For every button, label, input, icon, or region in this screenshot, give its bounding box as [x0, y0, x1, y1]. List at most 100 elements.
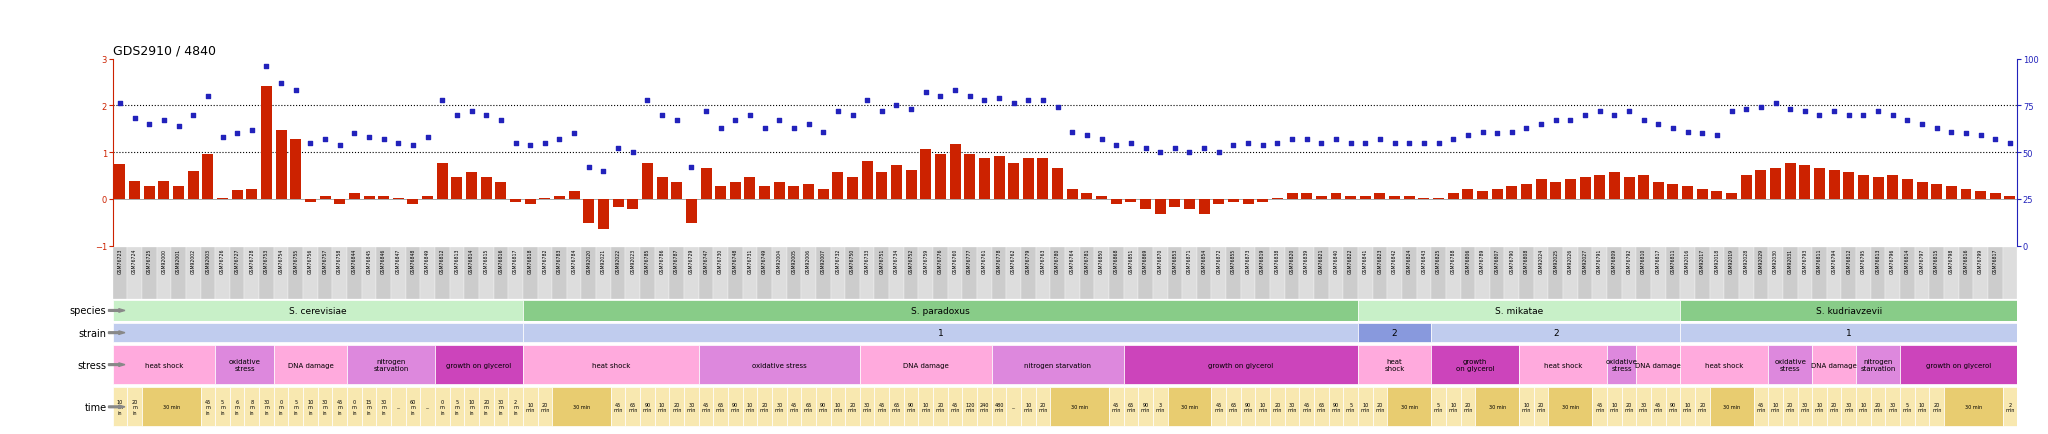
- Text: heat shock: heat shock: [1706, 362, 1743, 368]
- Text: 2: 2: [1393, 329, 1397, 337]
- Text: 30
m
in: 30 m in: [264, 399, 270, 415]
- Bar: [1960, 189, 1972, 200]
- Point: [514, 142, 547, 149]
- Text: 45
min: 45 min: [1303, 402, 1311, 412]
- Bar: [1798, 388, 1812, 426]
- Bar: [1827, 247, 1841, 299]
- Text: nitrogen
starvation: nitrogen starvation: [1860, 358, 1896, 371]
- Text: 30
min: 30 min: [1288, 402, 1296, 412]
- Text: 30 min: 30 min: [1401, 404, 1417, 409]
- Text: GSM76733: GSM76733: [864, 248, 870, 273]
- Bar: [1386, 247, 1403, 299]
- Text: 30
m
in: 30 m in: [322, 399, 328, 415]
- Text: 20
m
in: 20 m in: [131, 399, 137, 415]
- Bar: [522, 300, 1358, 321]
- Point: [1686, 131, 1718, 138]
- Bar: [698, 247, 713, 299]
- Text: 30 min: 30 min: [162, 404, 180, 409]
- Bar: [1022, 388, 1036, 426]
- Text: GSM76725: GSM76725: [147, 248, 152, 273]
- Point: [426, 97, 459, 104]
- Text: 480
min: 480 min: [995, 402, 1004, 412]
- Bar: [1886, 247, 1901, 299]
- Text: GSM92002: GSM92002: [190, 248, 197, 273]
- Point: [1202, 149, 1235, 156]
- Bar: [1915, 247, 1929, 299]
- Bar: [434, 345, 522, 384]
- Text: 1: 1: [1845, 329, 1851, 337]
- Bar: [1184, 200, 1194, 210]
- Text: GDS2910 / 4840: GDS2910 / 4840: [113, 44, 215, 57]
- Point: [236, 127, 268, 134]
- Text: 30
min: 30 min: [1800, 402, 1810, 412]
- Point: [352, 135, 385, 141]
- Point: [690, 108, 723, 115]
- Text: oxidative
stress: oxidative stress: [1606, 358, 1638, 371]
- Bar: [1870, 388, 1886, 426]
- Bar: [860, 345, 991, 384]
- Bar: [1651, 388, 1665, 426]
- Text: GSM76729: GSM76729: [688, 248, 694, 273]
- Text: 10
m
in: 10 m in: [307, 399, 313, 415]
- Bar: [479, 388, 494, 426]
- Bar: [1815, 168, 1825, 200]
- Bar: [1008, 164, 1020, 200]
- Text: GSM92023: GSM92023: [631, 248, 635, 273]
- Text: GSM76811: GSM76811: [1817, 248, 1823, 273]
- Text: 20
min: 20 min: [1038, 402, 1049, 412]
- Point: [1466, 129, 1499, 136]
- Point: [1759, 101, 1792, 108]
- Point: [162, 123, 195, 130]
- Bar: [670, 247, 684, 299]
- Text: ...: ...: [395, 404, 401, 409]
- Bar: [1403, 247, 1417, 299]
- Bar: [582, 247, 596, 299]
- Bar: [276, 131, 287, 200]
- Point: [807, 129, 840, 136]
- Bar: [1710, 247, 1724, 299]
- Text: 20
min: 20 min: [1376, 402, 1384, 412]
- Bar: [1300, 194, 1313, 200]
- Point: [469, 112, 502, 119]
- Bar: [201, 247, 215, 299]
- Bar: [1257, 200, 1268, 203]
- Bar: [1036, 388, 1051, 426]
- Point: [733, 112, 766, 119]
- Bar: [1608, 345, 1636, 384]
- Bar: [391, 388, 406, 426]
- Text: 45
min: 45 min: [1112, 402, 1120, 412]
- Text: GSM76784: GSM76784: [571, 248, 578, 273]
- Text: GSM76754: GSM76754: [279, 248, 283, 273]
- Bar: [715, 187, 727, 200]
- Text: GSM76825: GSM76825: [1436, 248, 1442, 273]
- Point: [1597, 112, 1630, 119]
- Bar: [1858, 175, 1870, 200]
- Bar: [1094, 247, 1108, 299]
- Bar: [1755, 171, 1765, 200]
- Text: growth on glycerol: growth on glycerol: [1925, 362, 1991, 368]
- Text: GSM76799: GSM76799: [1978, 248, 1982, 273]
- Bar: [1855, 247, 1870, 299]
- Bar: [156, 247, 172, 299]
- Bar: [317, 247, 332, 299]
- Bar: [348, 194, 360, 200]
- Point: [1188, 145, 1221, 152]
- Point: [1890, 118, 1923, 125]
- Bar: [2005, 196, 2015, 200]
- Bar: [129, 182, 139, 200]
- Text: GSM92025: GSM92025: [1552, 248, 1559, 273]
- Text: 10
min: 10 min: [1024, 402, 1032, 412]
- Bar: [1462, 189, 1473, 200]
- Bar: [862, 161, 872, 200]
- Text: GSM76813: GSM76813: [455, 248, 459, 273]
- Text: GSM76756: GSM76756: [307, 248, 313, 273]
- Bar: [465, 388, 479, 426]
- Text: GSM76840: GSM76840: [1333, 248, 1339, 273]
- Bar: [174, 186, 184, 200]
- Bar: [1051, 247, 1065, 299]
- Text: 10
min: 10 min: [1448, 402, 1458, 412]
- Bar: [815, 247, 831, 299]
- Point: [309, 136, 342, 143]
- Bar: [1636, 345, 1679, 384]
- Text: GSM76851: GSM76851: [1128, 248, 1133, 273]
